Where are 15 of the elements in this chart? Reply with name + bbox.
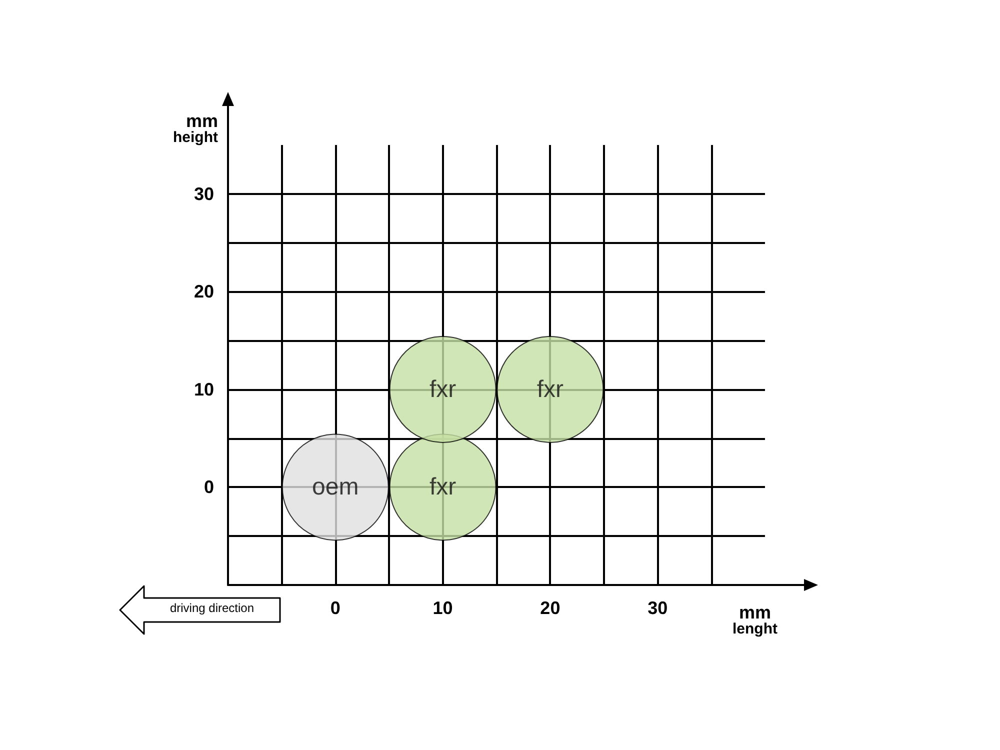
x-tick-label: 10 [432,598,453,618]
x-tick-label: 0 [330,598,340,618]
annotation: oem [312,474,359,501]
y-tick-label: 0 [204,477,214,498]
text: driving direction [168,601,256,615]
annotation: fxr [429,376,456,403]
x-tick-label: 30 [648,598,668,618]
y-axis-title: mm height [173,111,218,146]
y-tick-label: 20 [194,282,214,302]
annotation: fxr [429,474,456,501]
y-tick-label: 30 [194,184,214,204]
x-axis-title: mm lenght [732,602,778,638]
x-tick-label: 20 [540,598,560,618]
annotation: fxr [536,376,564,403]
y-tick-label: 10 [194,379,214,400]
